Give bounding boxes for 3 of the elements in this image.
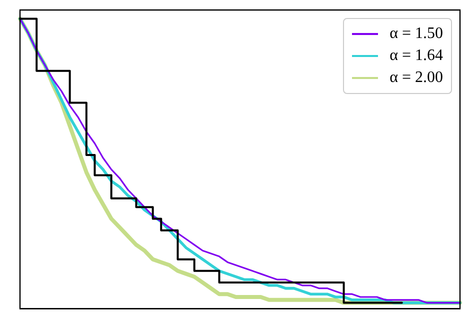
legend-label: α = 1.64: [390, 47, 443, 64]
legend-label: α = 2.00: [390, 69, 443, 86]
legend-label: α = 1.50: [390, 25, 443, 42]
